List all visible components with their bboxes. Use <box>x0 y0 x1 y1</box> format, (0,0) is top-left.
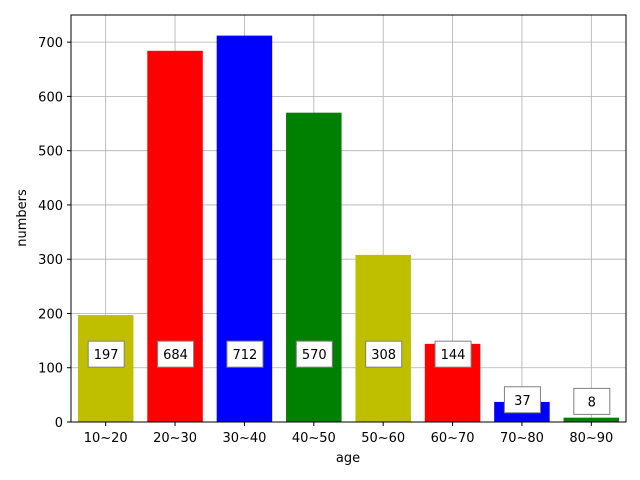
bar-10~20 <box>77 315 134 422</box>
data-label-box <box>365 340 403 368</box>
data-label-box <box>503 386 541 414</box>
y-tick-label: 100 <box>38 362 63 377</box>
data-label-text: 144 <box>441 348 466 363</box>
data-label-40~50: 570 <box>295 340 333 368</box>
data-label-box <box>295 340 333 368</box>
x-tick-label: 60~70 <box>431 431 475 446</box>
y-tick-label: 700 <box>38 36 63 51</box>
data-label-text: 308 <box>371 348 396 363</box>
data-label-box <box>226 340 264 368</box>
data-labels: 197 684 712 570 308 144 37 8 <box>87 340 611 415</box>
y-tick-label: 500 <box>38 145 63 160</box>
x-tick-label: 20~30 <box>153 431 197 446</box>
data-label-10~20: 197 <box>87 340 125 368</box>
data-label-20~30: 684 <box>157 340 195 368</box>
x-tick-label: 80~90 <box>569 431 613 446</box>
data-label-text: 37 <box>514 394 531 409</box>
plot-frame <box>70 14 627 423</box>
y-axis-label: numbers <box>15 189 30 247</box>
data-label-70~80: 37 <box>503 386 541 414</box>
bar-50~60 <box>355 254 411 422</box>
data-label-30~40: 712 <box>226 340 264 368</box>
data-label-50~60: 308 <box>365 340 403 368</box>
data-label-text: 684 <box>163 348 188 363</box>
data-label-box <box>573 387 611 415</box>
x-ticks: 10~20 20~30 30~40 40~50 50~60 60~70 70~80 80~90 <box>84 422 613 446</box>
y-tick-label: 600 <box>38 90 63 105</box>
x-tick-label: 50~60 <box>361 431 405 446</box>
data-label-80~90: 8 <box>573 387 611 415</box>
bar-80~90 <box>563 417 620 422</box>
data-label-text: 8 <box>588 395 596 410</box>
y-tick-label: 200 <box>38 307 63 322</box>
data-label-box <box>434 340 472 368</box>
y-tick-label: 0 <box>55 416 63 431</box>
x-tick-label: 40~50 <box>292 431 336 446</box>
data-label-box <box>157 340 195 368</box>
data-label-text: 197 <box>94 348 119 363</box>
x-axis-label: age <box>336 451 360 466</box>
axes <box>70 14 627 423</box>
data-label-text: 570 <box>302 348 327 363</box>
x-tick-label: 30~40 <box>222 431 266 446</box>
x-tick-label: 10~20 <box>84 431 128 446</box>
y-ticks: 0 100 200 300 400 500 600 700 <box>38 36 71 431</box>
data-label-text: 712 <box>233 348 258 363</box>
bar-40~50 <box>286 112 342 423</box>
data-label-box <box>87 340 125 368</box>
x-tick-label: 70~80 <box>500 431 544 446</box>
data-label-60~70: 144 <box>434 340 472 368</box>
y-tick-label: 400 <box>38 199 63 214</box>
y-tick-label: 300 <box>38 253 63 268</box>
